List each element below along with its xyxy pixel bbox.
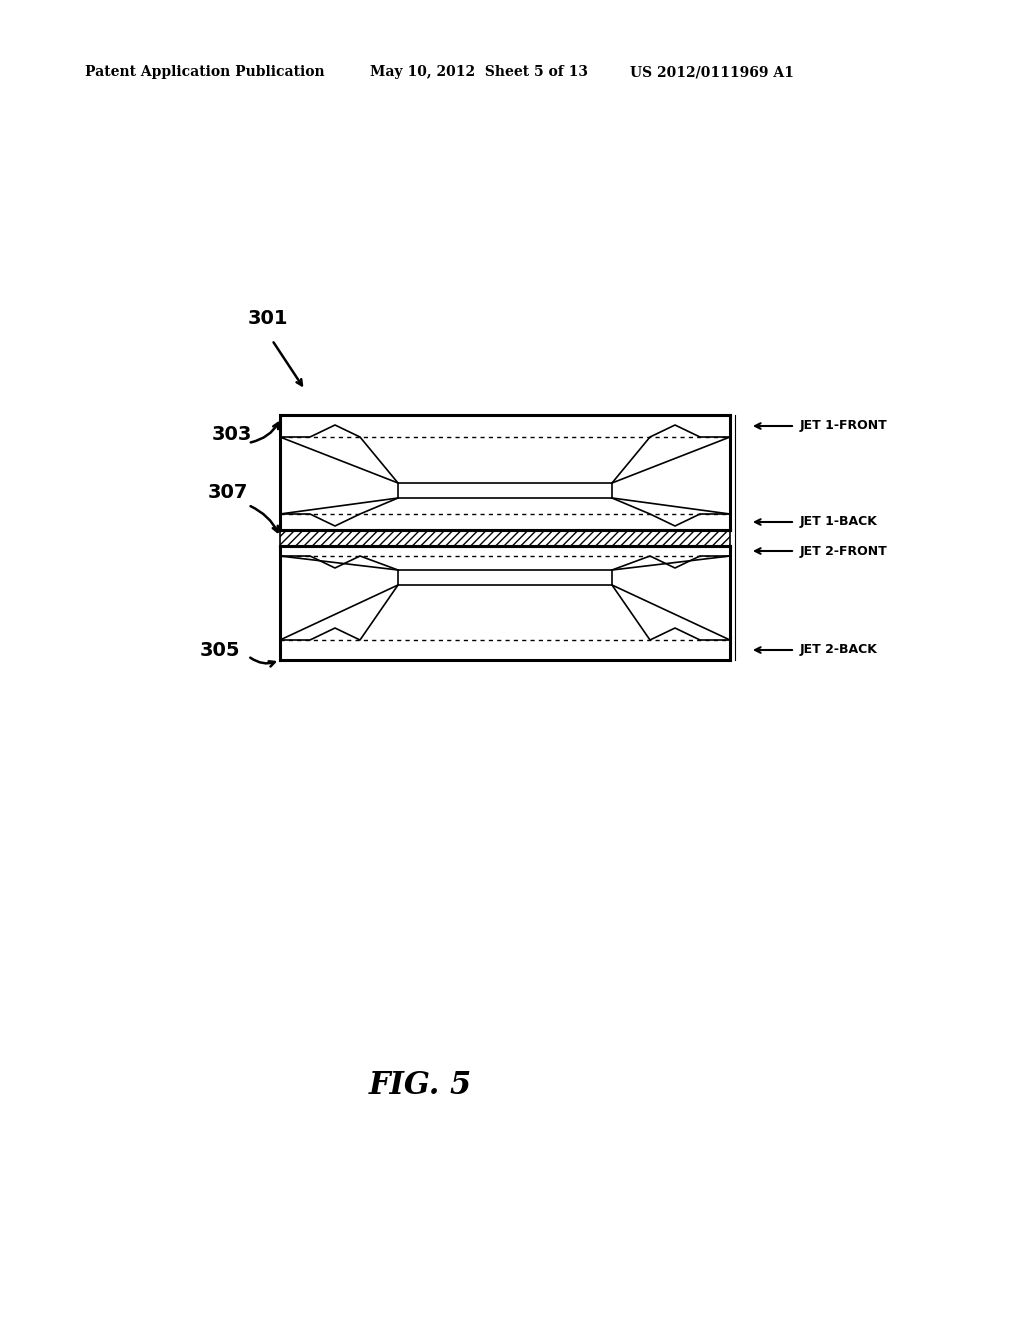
Text: JET 1-FRONT: JET 1-FRONT <box>800 420 888 433</box>
Text: 305: 305 <box>200 640 241 660</box>
Bar <box>280 531 730 546</box>
Text: JET 1-BACK: JET 1-BACK <box>800 516 878 528</box>
Text: May 10, 2012  Sheet 5 of 13: May 10, 2012 Sheet 5 of 13 <box>370 65 588 79</box>
Text: FIG. 5: FIG. 5 <box>369 1069 472 1101</box>
Text: 301: 301 <box>248 309 289 327</box>
Text: Patent Application Publication: Patent Application Publication <box>85 65 325 79</box>
Text: 307: 307 <box>208 483 249 502</box>
Text: US 2012/0111969 A1: US 2012/0111969 A1 <box>630 65 794 79</box>
Text: JET 2-FRONT: JET 2-FRONT <box>800 544 888 557</box>
Text: 303: 303 <box>212 425 252 445</box>
Text: JET 2-BACK: JET 2-BACK <box>800 644 878 656</box>
